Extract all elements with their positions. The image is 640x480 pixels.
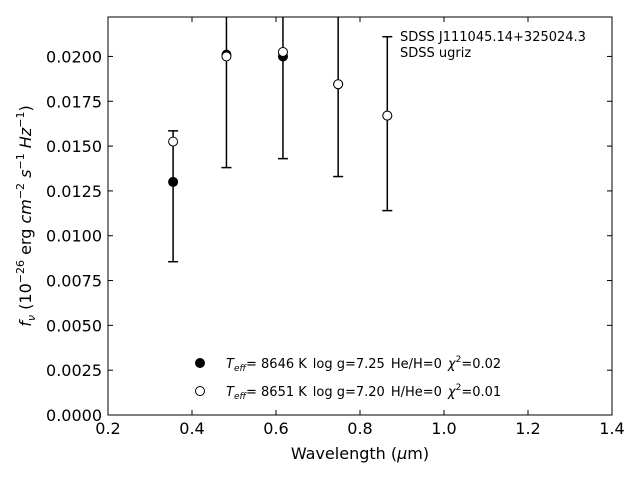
data-points <box>168 46 393 187</box>
x-tick-label-2: 0.6 <box>263 419 288 438</box>
y-tick-label-4: 0.0100 <box>46 227 102 246</box>
x-axis-ticks: 0.2 0.4 0.6 0.8 1.0 1.2 1.4 <box>95 17 625 438</box>
legend-marker-open <box>195 386 205 396</box>
legend-marker-filled <box>195 358 205 368</box>
annotation-survey: SDSS ugriz <box>400 46 471 61</box>
x-tick-label-6: 1.4 <box>599 419 624 438</box>
open-point-1 <box>221 51 232 62</box>
plot-frame <box>107 16 613 416</box>
x-tick-label-3: 0.8 <box>347 419 372 438</box>
y-tick-label-1: 0.0025 <box>46 361 102 380</box>
error-bars <box>168 17 393 263</box>
open-point-0 <box>168 136 179 147</box>
x-tick-label-1: 0.4 <box>179 419 204 438</box>
y-axis-ticks: 0.0000 0.0025 0.0050 0.0075 0.0100 0.0125 0.01… <box>46 47 612 425</box>
filled-point-0 <box>168 176 179 187</box>
annotation-object-name: SDSS J111045.14+325024.3 <box>400 30 586 45</box>
y-tick-label-3: 0.0075 <box>46 272 102 291</box>
open-point-4 <box>382 110 393 121</box>
y-tick-label-2: 0.0050 <box>46 316 102 335</box>
x-tick-label-4: 1.0 <box>431 419 456 438</box>
y-axis-label: fν (10−26 erg cm−2 s−1 Hz−1) <box>14 105 38 326</box>
x-tick-label-0: 0.2 <box>95 419 120 438</box>
y-tick-label-0: 0.0000 <box>46 406 102 425</box>
open-point-2 <box>277 46 288 57</box>
y-tick-label-7: 0.0175 <box>46 92 102 111</box>
y-tick-label-5: 0.0125 <box>46 182 102 201</box>
y-tick-label-6: 0.0150 <box>46 137 102 156</box>
y-tick-label-8: 0.0200 <box>46 47 102 66</box>
open-point-3 <box>333 79 344 90</box>
x-tick-label-5: 1.2 <box>515 419 540 438</box>
x-axis-label: Wavelength (μm) <box>291 444 429 463</box>
